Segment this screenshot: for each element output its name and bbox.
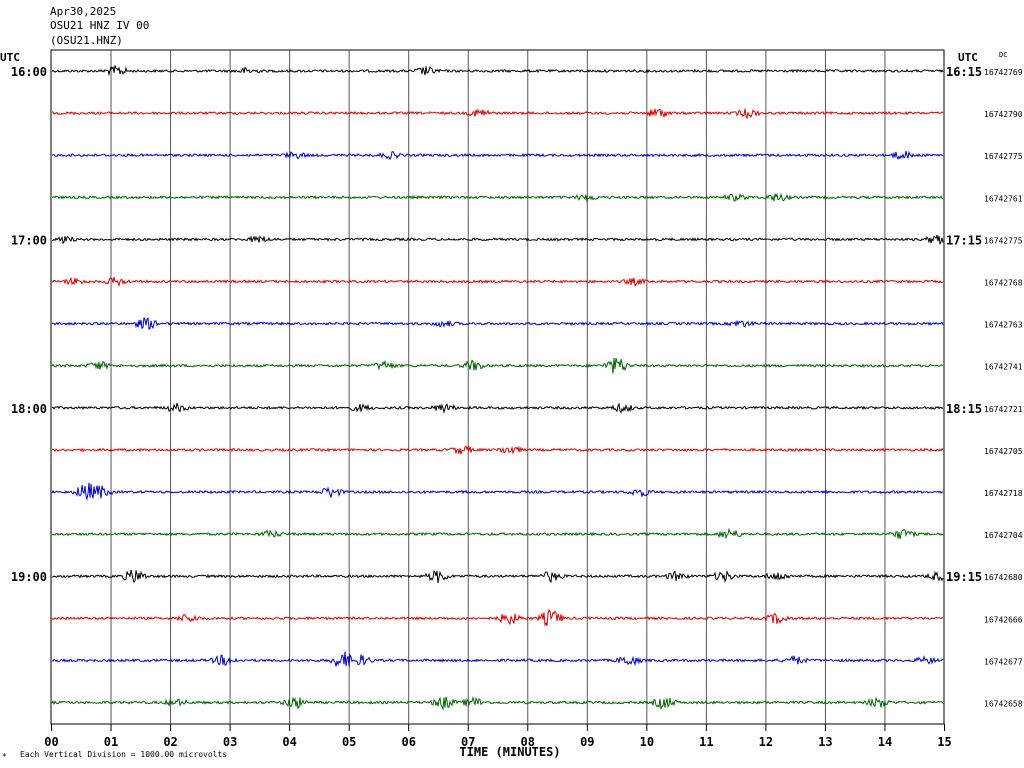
dc-offset-label: 16742718 xyxy=(984,489,1023,498)
dc-offset-label: 16742680 xyxy=(984,573,1023,582)
dc-offset-label: 16742721 xyxy=(984,405,1023,414)
x-tick-label: 00 xyxy=(44,735,58,749)
hour-label-right: 18:15 xyxy=(946,402,982,416)
dc-offset-label: 16742769 xyxy=(984,68,1023,77)
trace-row-4 xyxy=(51,234,944,245)
x-tick-label: 10 xyxy=(640,735,654,749)
x-tick-label: 08 xyxy=(521,735,535,749)
x-tick-label: 15 xyxy=(937,735,951,749)
x-tick-label: 14 xyxy=(878,735,892,749)
dc-offset-label: 16742761 xyxy=(984,194,1023,203)
x-tick-label: 01 xyxy=(104,735,118,749)
trace-row-8 xyxy=(51,402,944,415)
dc-label: DC xyxy=(999,51,1007,59)
trace-row-1 xyxy=(51,108,944,120)
trace-row-14 xyxy=(51,651,944,667)
dc-offset-label: 16742704 xyxy=(984,531,1023,540)
dc-offset-label: 16742677 xyxy=(984,657,1023,666)
trace-row-15 xyxy=(51,695,944,711)
x-tick-label: 12 xyxy=(759,735,773,749)
trace-row-2 xyxy=(51,150,944,161)
hour-label-left: 18:00 xyxy=(11,402,47,416)
utc-label-right: UTC xyxy=(958,51,978,64)
trace-row-10 xyxy=(51,482,944,501)
hour-label-right: 19:15 xyxy=(946,570,982,584)
plot-frame xyxy=(50,49,945,725)
hour-label-left: 16:00 xyxy=(11,65,47,79)
trace-row-13 xyxy=(51,609,944,627)
scale-footnote: Each Vertical Division = 1000.00 microvo… xyxy=(20,750,227,759)
dc-offset-label: 16742775 xyxy=(984,236,1023,245)
hour-label-left: 19:00 xyxy=(11,570,47,584)
trace-row-0 xyxy=(51,65,944,77)
trace-row-9 xyxy=(51,445,944,455)
dc-offset-label: 16742666 xyxy=(984,615,1023,624)
dc-offset-label: 16742775 xyxy=(984,152,1023,161)
dc-offset-label: 16742763 xyxy=(984,321,1023,330)
x-tick-label: 04 xyxy=(282,735,296,749)
dc-offset-label: 16742705 xyxy=(984,447,1023,456)
trace-row-7 xyxy=(51,357,944,374)
hour-label-left: 17:00 xyxy=(11,233,47,247)
header-date: Apr30,2025 xyxy=(50,5,117,18)
trace-row-3 xyxy=(52,192,944,204)
x-tick-label: 11 xyxy=(699,735,713,749)
trace-row-12 xyxy=(51,569,944,584)
header-station: OSU21 HNZ IV 00 xyxy=(50,19,150,32)
x-axis-title: TIME (MINUTES) xyxy=(459,745,560,759)
dc-offset-label: 16742658 xyxy=(984,700,1023,709)
footnote-marker: * xyxy=(2,752,7,761)
hour-label-right: 16:15 xyxy=(946,65,982,79)
trace-row-5 xyxy=(51,276,944,287)
utc-label-left: UTC xyxy=(0,51,20,64)
trace-row-11 xyxy=(51,527,944,540)
x-tick-label: 02 xyxy=(163,735,177,749)
x-tick-label: 13 xyxy=(818,735,832,749)
header-channel: (OSU21.HNZ) xyxy=(50,34,123,47)
x-tick-label: 05 xyxy=(342,735,356,749)
dc-offset-label: 16742741 xyxy=(984,363,1023,372)
x-tick-label: 07 xyxy=(461,735,475,749)
hour-label-right: 17:15 xyxy=(946,233,982,247)
dc-offset-label: 16742790 xyxy=(984,110,1023,119)
x-tick-label: 03 xyxy=(223,735,237,749)
trace-row-6 xyxy=(51,317,944,330)
dc-offset-label: 16742768 xyxy=(984,279,1023,288)
x-tick-label: 06 xyxy=(401,735,415,749)
x-tick-label: 09 xyxy=(580,735,594,749)
